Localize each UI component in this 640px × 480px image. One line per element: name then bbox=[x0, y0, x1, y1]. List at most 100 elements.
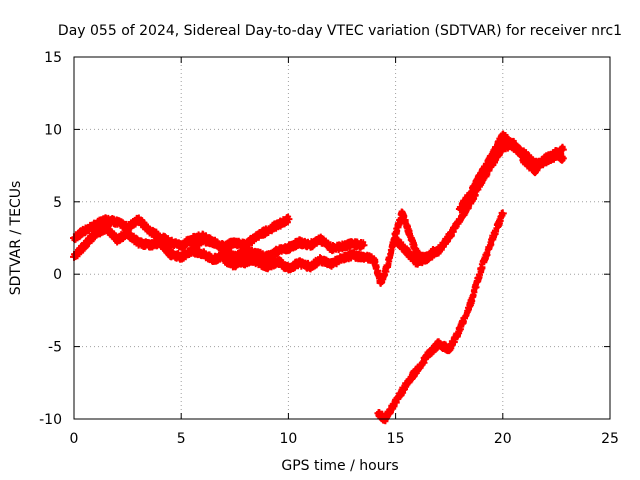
data-point bbox=[530, 160, 539, 169]
data-point bbox=[348, 251, 357, 260]
data-point bbox=[477, 264, 486, 273]
data-point bbox=[445, 232, 454, 241]
x-tick-label: 25 bbox=[601, 431, 619, 447]
data-point bbox=[187, 244, 196, 253]
y-tick-label: 0 bbox=[53, 267, 62, 283]
x-tick-label: 20 bbox=[494, 431, 512, 447]
data-point bbox=[391, 397, 400, 406]
data-point bbox=[262, 226, 271, 235]
data-point bbox=[284, 244, 293, 253]
data-point bbox=[112, 218, 121, 227]
data-point bbox=[374, 409, 383, 418]
data-point bbox=[112, 235, 121, 244]
data-point bbox=[273, 257, 282, 266]
data-point bbox=[220, 255, 229, 264]
data-point bbox=[455, 325, 464, 334]
chart-title: Day 055 of 2024, Sidereal Day-to-day VTE… bbox=[58, 23, 622, 39]
data-point bbox=[434, 339, 443, 348]
data-point bbox=[123, 229, 132, 238]
data-point bbox=[520, 148, 529, 157]
data-point bbox=[102, 223, 111, 232]
data-point bbox=[327, 260, 336, 269]
data-point bbox=[134, 215, 143, 224]
data-point bbox=[209, 255, 218, 264]
data-point bbox=[359, 241, 368, 250]
data-point bbox=[166, 249, 175, 258]
data-point bbox=[284, 264, 293, 273]
data-point bbox=[166, 238, 175, 247]
data-point bbox=[370, 255, 379, 264]
data-point bbox=[488, 151, 497, 160]
y-tick-label: -10 bbox=[39, 412, 62, 428]
data-point bbox=[262, 252, 271, 261]
data-point bbox=[434, 247, 443, 256]
data-point bbox=[338, 254, 346, 263]
data-point bbox=[145, 226, 154, 235]
data-point bbox=[466, 299, 475, 308]
data-point bbox=[305, 241, 314, 250]
data-point bbox=[220, 244, 229, 253]
series-sat-track-e bbox=[391, 137, 567, 268]
y-axis-label: SDTVAR / TECUs bbox=[8, 181, 24, 296]
data-point bbox=[509, 142, 518, 151]
x-tick-label: 10 bbox=[279, 431, 297, 447]
data-point bbox=[295, 258, 304, 267]
data-point bbox=[477, 168, 486, 177]
data-point bbox=[498, 131, 507, 140]
data-point bbox=[376, 278, 385, 287]
data-point bbox=[359, 252, 368, 261]
data-point bbox=[404, 226, 413, 235]
data-point bbox=[338, 242, 346, 251]
series-sat-track-f bbox=[455, 130, 567, 214]
data-point bbox=[102, 215, 111, 224]
y-tick-label: 15 bbox=[44, 50, 62, 66]
data-point bbox=[252, 257, 261, 266]
series-sat-track-d bbox=[220, 208, 439, 287]
data-point bbox=[198, 249, 207, 258]
data-point bbox=[198, 235, 207, 244]
x-axis-label: GPS time / hours bbox=[281, 458, 398, 474]
data-point bbox=[134, 238, 143, 247]
data-point bbox=[273, 247, 282, 256]
y-tick-label: 10 bbox=[44, 122, 62, 138]
data-point bbox=[552, 151, 561, 160]
data-point bbox=[316, 235, 325, 244]
data-point bbox=[391, 235, 400, 244]
x-tick-label: 15 bbox=[387, 431, 405, 447]
plot-frame bbox=[73, 56, 611, 420]
data-point bbox=[327, 244, 336, 253]
data-point bbox=[284, 215, 293, 224]
data-point bbox=[209, 238, 218, 247]
data-point bbox=[262, 262, 271, 271]
data-point bbox=[252, 232, 261, 241]
data-point bbox=[398, 209, 407, 218]
data-point bbox=[455, 215, 464, 224]
series-sat-track-c bbox=[187, 233, 368, 263]
data-point bbox=[305, 262, 314, 271]
data-point bbox=[145, 241, 154, 250]
data-point bbox=[445, 345, 454, 354]
data-point bbox=[295, 238, 304, 247]
y-tick-label: 5 bbox=[53, 195, 62, 211]
data-point bbox=[558, 145, 567, 154]
data-point bbox=[402, 247, 411, 256]
series-sat-track-g bbox=[374, 209, 507, 425]
data-point bbox=[498, 209, 507, 218]
data-point bbox=[413, 258, 422, 267]
data-point bbox=[541, 157, 550, 166]
data-point bbox=[455, 205, 464, 214]
data-point bbox=[177, 241, 186, 250]
data-point bbox=[413, 365, 422, 374]
data-point bbox=[423, 351, 432, 360]
axis-ticks: 0 5 10 15 20 25 -10 -5 0 5 10 15 bbox=[39, 50, 619, 447]
data-point bbox=[241, 252, 250, 261]
data-point bbox=[423, 252, 432, 261]
y-tick-label: -5 bbox=[48, 340, 62, 356]
data-point bbox=[383, 262, 392, 271]
x-tick-label: 0 bbox=[70, 431, 79, 447]
data-point bbox=[177, 252, 186, 261]
data-point bbox=[273, 220, 282, 229]
data-point bbox=[91, 229, 100, 238]
data-point bbox=[80, 241, 89, 250]
data-point bbox=[230, 238, 239, 247]
